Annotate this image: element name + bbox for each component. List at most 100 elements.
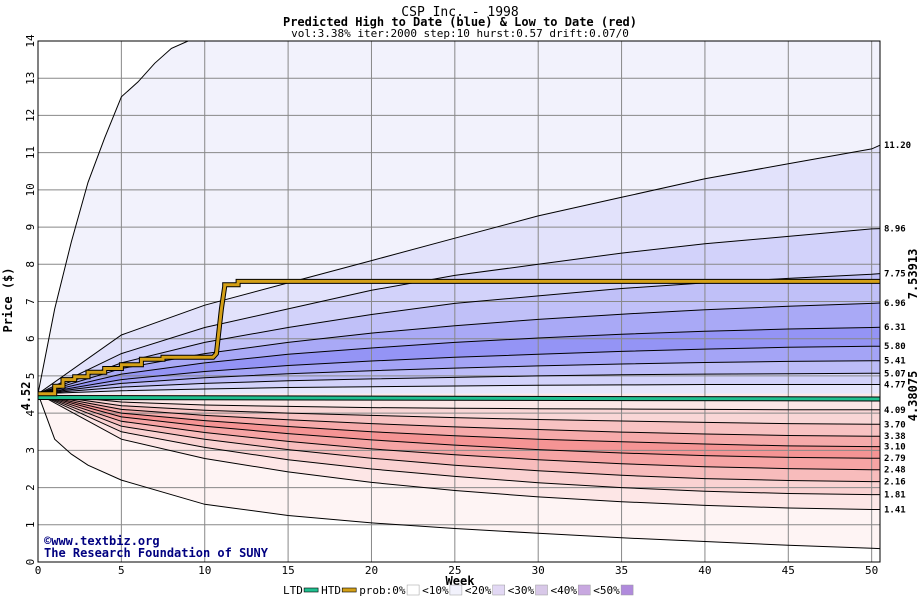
- y-tick-label-12: 12: [24, 109, 37, 122]
- right-label-high-6: 5.41: [884, 357, 906, 367]
- legend-swatch-2: [406, 584, 420, 596]
- right-label-low-1: 3.70: [884, 420, 906, 430]
- lower-curve-8: [37, 393, 880, 510]
- legend-swatch-0: [303, 587, 319, 593]
- lower-curve-0: [37, 393, 880, 411]
- lower-curve-5: [37, 393, 880, 471]
- lower-band-2: [38, 393, 880, 495]
- legend-label-5: <30%: [508, 584, 535, 597]
- upper-band-8: [38, 373, 880, 394]
- right-label-high-4: 6.31: [884, 323, 906, 333]
- y-tick-label-10: 10: [24, 183, 37, 196]
- y-tick-label-9: 9: [24, 224, 37, 231]
- start-price-label: 4.52: [19, 382, 33, 411]
- right-label-low-6: 2.16: [884, 478, 906, 488]
- credit-foundation: The Research Foundation of SUNY: [44, 546, 269, 560]
- ltd-final-value: 4.38075: [906, 371, 920, 422]
- upper-band-6: [38, 346, 880, 394]
- right-label-low-7: 1.81: [884, 491, 906, 501]
- right-label-high-1: 8.96: [884, 225, 906, 235]
- upper-curve-9: [37, 384, 880, 395]
- right-label-low-4: 2.79: [884, 454, 906, 464]
- plot-frame: [37, 40, 881, 563]
- right-label-low-5: 2.48: [884, 466, 906, 476]
- lower-band-7: [38, 393, 880, 437]
- lower-band-1: [38, 393, 880, 510]
- upper-band-2: [38, 228, 880, 394]
- lower-curve-4: [37, 393, 880, 459]
- legend-swatch-6: [578, 584, 591, 596]
- right-label-high-3: 6.96: [884, 299, 906, 309]
- y-tick-label-14: 14: [24, 34, 37, 48]
- lower-curve-6: [37, 393, 880, 483]
- y-tick-label-11: 11: [24, 146, 37, 159]
- y-tick-label-6: 6: [24, 335, 37, 342]
- upper-band-3: [38, 273, 880, 394]
- legend-label-2: prob:0%: [359, 584, 406, 597]
- chart-title: CSP Inc. - 1998: [401, 5, 518, 20]
- lower-curve-1: [37, 393, 880, 425]
- legend-swatch-4: [492, 584, 505, 596]
- y-tick-label-5: 5: [24, 373, 37, 380]
- upper-band-0: [38, 41, 880, 394]
- upper-curve-8: [37, 372, 880, 395]
- upper-band-4: [38, 303, 880, 394]
- x-axis-label: Week: [446, 574, 476, 588]
- right-label-high-7: 5.07: [884, 369, 906, 379]
- y-tick-label-1: 1: [24, 521, 37, 528]
- x-tick-label-15: 15: [281, 564, 294, 577]
- x-tick-label-50: 50: [865, 564, 878, 577]
- lower-curve-7: [37, 393, 880, 496]
- x-tick-label-35: 35: [615, 564, 628, 577]
- right-label-low-3: 3.10: [884, 443, 906, 453]
- x-tick-label-45: 45: [782, 564, 795, 577]
- legend-label-0: LTD: [283, 584, 303, 597]
- legend-label-4: <20%: [465, 584, 492, 597]
- right-label-low-2: 3.38: [884, 432, 906, 442]
- ltd-path: [37, 396, 881, 401]
- right-labels: 11.20 8.96 7.75 6.96 6.31 5.80 5.41 5.074.77 4.0…: [884, 141, 911, 515]
- x-tick-label-30: 30: [532, 564, 545, 577]
- legend-swatch-3: [449, 584, 463, 596]
- legend-label-1: HTD: [321, 584, 341, 597]
- x-tick-label-0: 0: [35, 564, 42, 577]
- y-tick-label-4: 4: [24, 409, 37, 416]
- y-tick-label-3: 3: [24, 447, 37, 454]
- x-tick-label-25: 25: [448, 564, 461, 577]
- legend-label-3: <10%: [422, 584, 449, 597]
- credit-website: ©www.textbiz.org: [44, 534, 160, 548]
- probability-bands: [38, 41, 880, 549]
- x-tick-label-10: 10: [198, 564, 211, 577]
- htd-path: [38, 279, 880, 396]
- chart-params: vol:3.38% iter:2000 step:10 hurst:0.57 d…: [291, 27, 629, 40]
- y-tick-label-7: 7: [24, 298, 37, 305]
- upper-curve-1: [37, 144, 881, 395]
- upper-band-5: [38, 327, 880, 394]
- price-paths: [37, 278, 881, 402]
- y-tick-label-8: 8: [24, 261, 37, 268]
- y-axis-label: Price ($): [1, 267, 15, 332]
- right-label-high-0: 11.20: [884, 141, 911, 151]
- legend-swatch-7: [620, 584, 634, 596]
- y-tick-label-0: 0: [24, 559, 37, 566]
- htd-final-value: 7.53913: [906, 249, 920, 300]
- x-tick-label-5: 5: [118, 564, 125, 577]
- lower-band-8: [38, 393, 880, 425]
- upper-band-1: [38, 145, 880, 394]
- y-tick-label-13: 13: [24, 72, 37, 85]
- right-label-high-2: 7.75: [884, 270, 906, 280]
- x-tick-label-40: 40: [698, 564, 711, 577]
- lower-band-3: [38, 393, 880, 482]
- right-label-high-5: 5.80: [884, 342, 906, 352]
- y-tick-label-2: 2: [24, 484, 37, 491]
- lower-curve-3: [37, 393, 880, 448]
- right-label-low-0: 4.09: [884, 406, 906, 416]
- upper-curve-6: [37, 345, 880, 395]
- chart-subtitle: Predicted High to Date (blue) & Low to D…: [283, 15, 637, 29]
- lower-curve-2: [37, 393, 880, 437]
- legend: LTD HTD prob:0% <10% <20% <30% <40% <50%: [283, 584, 634, 597]
- legend-swatch-1: [341, 587, 357, 593]
- upper-curve-2: [37, 228, 881, 395]
